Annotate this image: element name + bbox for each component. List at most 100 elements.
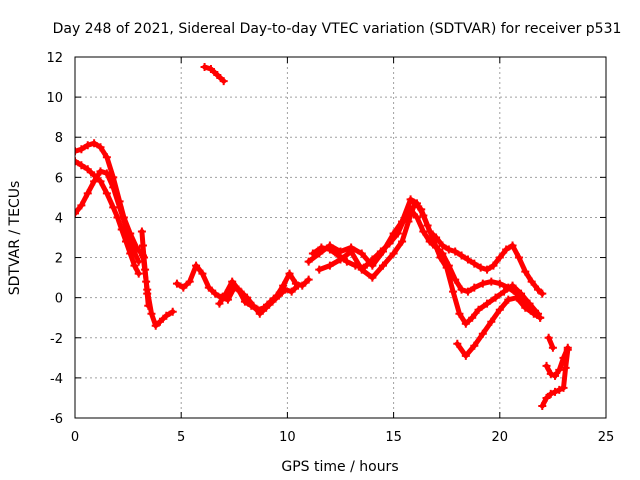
data-point xyxy=(77,161,86,170)
data-point xyxy=(83,189,92,198)
data-point xyxy=(548,343,557,352)
data-point xyxy=(483,265,492,274)
data-point xyxy=(461,319,470,328)
data-point xyxy=(555,365,564,374)
data-point xyxy=(206,65,215,74)
data-point xyxy=(546,389,555,398)
data-point xyxy=(223,295,232,304)
data-point xyxy=(130,261,139,270)
data-point xyxy=(436,253,445,262)
data-point xyxy=(525,299,534,308)
data-point xyxy=(138,241,147,250)
data-point xyxy=(449,287,458,296)
data-point xyxy=(113,213,122,222)
series-track-l xyxy=(542,343,572,380)
data-point xyxy=(285,269,294,278)
data-point xyxy=(228,277,237,286)
data-point xyxy=(487,317,496,326)
data-point xyxy=(168,307,177,316)
data-point xyxy=(162,311,171,320)
data-point xyxy=(432,233,441,242)
data-point xyxy=(455,309,464,318)
y-tick-label: 6 xyxy=(55,171,63,186)
data-point xyxy=(287,287,296,296)
data-point xyxy=(357,249,366,258)
data-point xyxy=(291,279,300,288)
data-point xyxy=(389,249,398,258)
series-track-c xyxy=(75,167,143,266)
data-point xyxy=(551,387,560,396)
data-point xyxy=(240,297,249,306)
data-point xyxy=(247,301,256,310)
x-tick-label: 25 xyxy=(598,430,615,445)
data-point xyxy=(529,309,538,318)
data-point xyxy=(491,293,500,302)
data-point xyxy=(211,289,220,298)
data-point xyxy=(478,329,487,338)
data-point xyxy=(508,241,517,250)
data-point xyxy=(266,297,275,306)
series-track-m xyxy=(538,345,572,410)
data-point xyxy=(412,213,421,222)
data-point xyxy=(115,203,124,212)
data-point xyxy=(444,245,453,254)
data-point xyxy=(514,253,523,262)
data-point xyxy=(253,305,262,314)
series-line xyxy=(316,200,541,327)
data-point xyxy=(179,283,188,292)
data-point xyxy=(83,165,92,174)
chart-title: Day 248 of 2021, Sidereal Day-to-day VTE… xyxy=(53,21,622,37)
data-point xyxy=(546,369,555,378)
grid-lines xyxy=(75,57,606,418)
data-point xyxy=(137,227,146,236)
data-point xyxy=(502,245,511,254)
data-point xyxy=(542,393,551,402)
data-point xyxy=(142,277,151,286)
data-point xyxy=(542,361,551,370)
data-point xyxy=(75,209,79,218)
series-track-n xyxy=(544,333,557,352)
data-point xyxy=(398,237,407,246)
series-track-k xyxy=(453,293,545,360)
data-point xyxy=(368,273,377,282)
data-point xyxy=(551,371,560,380)
data-point xyxy=(463,287,472,296)
data-point xyxy=(315,249,324,258)
data-point xyxy=(555,385,564,394)
data-point xyxy=(279,281,288,290)
data-point xyxy=(563,345,572,354)
series-track-f xyxy=(215,269,313,314)
data-point xyxy=(538,401,547,410)
data-point xyxy=(96,167,105,176)
x-tick-label: 5 xyxy=(177,430,185,445)
data-point xyxy=(336,247,345,256)
data-point xyxy=(419,211,428,220)
data-point xyxy=(200,63,209,72)
data-point xyxy=(412,199,421,208)
y-tick-label: 12 xyxy=(46,51,63,66)
data-point xyxy=(90,139,99,148)
data-point xyxy=(172,279,181,288)
data-point xyxy=(304,275,313,284)
data-point xyxy=(451,275,460,284)
data-point xyxy=(77,201,86,210)
data-point xyxy=(378,261,387,270)
data-point xyxy=(143,289,152,298)
data-point xyxy=(561,363,570,372)
y-tick-label: 4 xyxy=(55,211,63,226)
data-point xyxy=(442,263,451,272)
data-point xyxy=(96,143,105,152)
axis-ticks: 0 5 10 15 20 25 -6 -4 -2 0 2 4 6 8 10 12 xyxy=(46,51,614,445)
data-point xyxy=(134,257,143,266)
data-point xyxy=(495,279,504,288)
data-point xyxy=(463,255,472,264)
data-point xyxy=(83,141,92,150)
data-point xyxy=(425,227,434,236)
data-point xyxy=(304,257,313,266)
data-point xyxy=(453,339,462,348)
data-point xyxy=(538,289,547,298)
data-point xyxy=(521,303,530,312)
data-point xyxy=(185,277,194,286)
data-point xyxy=(336,255,345,264)
